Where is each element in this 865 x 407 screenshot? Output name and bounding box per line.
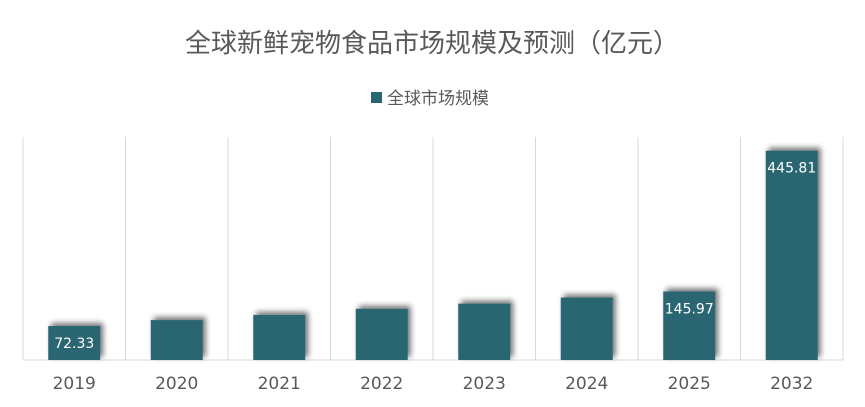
plot-area: 2019 72.33 2020 2021 2022 2023 2024 2025 145.97 2… (22, 137, 844, 394)
bar-2021 (253, 314, 306, 360)
x-tick-label-2021: 2021 (258, 374, 301, 394)
x-tick-label-2020: 2020 (155, 374, 198, 394)
x-tick-label-2032: 2032 (770, 374, 813, 394)
bar-2019 (48, 326, 101, 360)
bar-2032 (765, 150, 818, 360)
bar-2022 (355, 308, 408, 360)
x-tick-label-2025: 2025 (668, 374, 711, 394)
bar-2020 (150, 320, 203, 360)
legend-swatch (371, 92, 382, 103)
data-label-2032: 445.81 (767, 161, 816, 177)
chart-title: 全球新鲜宠物食品市场规模及预测（亿元） (185, 29, 679, 59)
bar-2023 (458, 303, 511, 360)
x-tick-label-2023: 2023 (463, 374, 506, 394)
x-tick-label-2024: 2024 (565, 374, 608, 394)
data-label-2019: 72.33 (54, 336, 94, 352)
legend: 全球市场规模 (371, 89, 489, 109)
data-label-2025: 145.97 (665, 301, 714, 317)
legend-label-global-market-size: 全球市场规模 (387, 89, 489, 109)
x-tick-label-2019: 2019 (53, 374, 96, 394)
bar-2025 (663, 291, 716, 360)
x-tick-label-2022: 2022 (360, 374, 403, 394)
bar-2024 (560, 297, 613, 360)
